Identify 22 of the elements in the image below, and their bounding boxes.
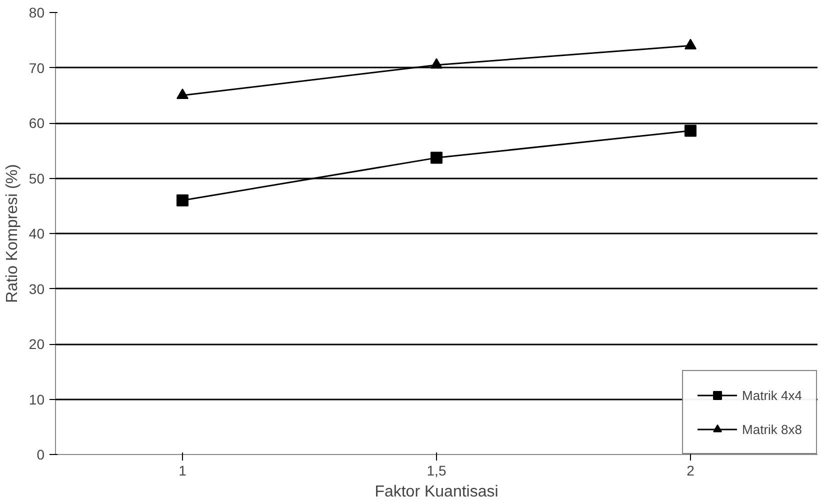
x-tick-label: 1,5 [426,462,446,478]
y-tick-label: 40 [28,226,45,242]
x-tick-label: 2 [686,462,695,478]
point [684,124,696,137]
y-axis-title: Ratio Kompresi (%) [4,164,21,303]
y-tick-label: 30 [28,280,45,297]
y-tick-label: 0 [36,446,45,462]
legend-label: Matrik 4x4 [742,388,802,402]
y-tick-label: 60 [28,115,45,131]
legend-label: Matrik 8x8 [742,422,802,436]
y-tick-label: 70 [28,60,45,76]
y-tick-label: 80 [28,4,45,20]
x-axis-title: Faktor Kuantisasi [374,484,498,500]
point [176,88,188,100]
y-tick-label: 10 [28,391,45,408]
y-tick-label: 50 [28,170,45,186]
point [430,152,442,164]
y-tick-label: 20 [28,336,45,352]
point [430,58,442,69]
point [684,38,696,50]
x-tick-label: 1 [178,462,187,478]
point [176,194,188,206]
